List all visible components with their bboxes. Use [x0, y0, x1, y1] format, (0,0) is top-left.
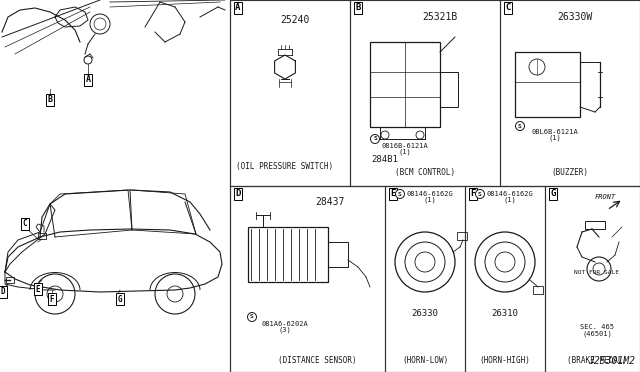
Text: C: C: [506, 3, 511, 13]
Text: 0816B-6121A: 0816B-6121A: [381, 143, 428, 149]
Text: J25301M2: J25301M2: [588, 356, 635, 366]
Bar: [465, 186, 545, 372]
Bar: [500, 0, 640, 186]
Text: (DISTANCE SENSOR): (DISTANCE SENSOR): [278, 356, 356, 365]
Text: (1): (1): [504, 197, 516, 203]
Text: D: D: [1, 288, 5, 296]
Text: (BRAKE PEDAL): (BRAKE PEDAL): [567, 356, 627, 365]
Text: (HORN-LOW): (HORN-LOW): [402, 356, 448, 365]
Text: S: S: [398, 192, 402, 196]
Bar: [248, 227, 328, 282]
Text: 26330: 26330: [412, 310, 438, 318]
Text: SEC. 465: SEC. 465: [580, 324, 614, 330]
Text: (3): (3): [278, 327, 291, 333]
Text: 26310: 26310: [492, 310, 518, 318]
Text: S: S: [250, 314, 254, 320]
Bar: [385, 186, 465, 372]
Text: 25240: 25240: [280, 15, 310, 25]
Circle shape: [476, 189, 484, 199]
Text: S: S: [478, 192, 482, 196]
Text: B: B: [47, 96, 52, 105]
Text: NOT FOR SALE: NOT FOR SALE: [575, 269, 620, 275]
Text: 0BL6B-6121A: 0BL6B-6121A: [532, 129, 579, 135]
Text: D: D: [236, 189, 241, 199]
Text: (1): (1): [424, 197, 436, 203]
Text: 26330W: 26330W: [557, 12, 593, 22]
Text: 28437: 28437: [316, 197, 345, 207]
Text: S: S: [373, 137, 377, 141]
Text: G: G: [118, 295, 122, 304]
Bar: [585, 221, 605, 229]
Text: 081A6-6202A: 081A6-6202A: [262, 321, 308, 327]
Text: (1): (1): [548, 135, 561, 141]
Text: A: A: [86, 76, 90, 84]
Text: G: G: [550, 189, 556, 199]
Circle shape: [248, 312, 257, 321]
Text: C: C: [22, 219, 28, 228]
Text: (1): (1): [399, 149, 412, 155]
Text: F: F: [470, 189, 476, 199]
Text: 08146-6162G: 08146-6162G: [486, 191, 533, 197]
Text: E: E: [36, 285, 40, 294]
Bar: [350, 0, 500, 186]
Bar: [328, 242, 348, 267]
Bar: [6, 277, 14, 283]
Text: (OIL PRESSURE SWITCH): (OIL PRESSURE SWITCH): [236, 163, 333, 171]
Text: (46501): (46501): [582, 331, 612, 337]
Bar: [230, 186, 385, 372]
Bar: [38, 233, 46, 239]
Bar: [515, 52, 580, 117]
Text: (BUZZER): (BUZZER): [552, 167, 589, 176]
Bar: [533, 286, 543, 294]
Bar: [457, 232, 467, 240]
Bar: [440, 72, 458, 107]
Text: S: S: [518, 124, 522, 128]
Circle shape: [371, 135, 380, 144]
Text: E: E: [390, 189, 396, 199]
Text: FRONT: FRONT: [595, 194, 616, 200]
Text: F: F: [50, 295, 54, 304]
Text: A: A: [236, 3, 241, 13]
Bar: [545, 186, 640, 372]
Circle shape: [396, 189, 404, 199]
Bar: [230, 0, 350, 186]
Text: B: B: [355, 3, 361, 13]
Text: (HORN-HIGH): (HORN-HIGH): [479, 356, 531, 365]
Circle shape: [515, 122, 525, 131]
Text: (BCM CONTROL): (BCM CONTROL): [395, 167, 455, 176]
Bar: [370, 42, 440, 127]
Text: 25321B: 25321B: [422, 12, 458, 22]
Text: 08146-6162G: 08146-6162G: [406, 191, 453, 197]
Text: 284B1: 284B1: [372, 154, 399, 164]
